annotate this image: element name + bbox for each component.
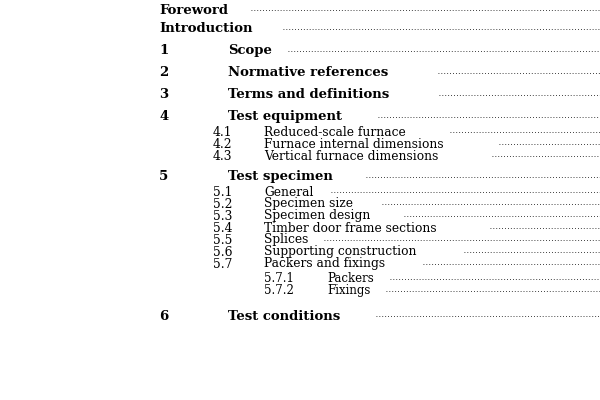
Text: 5.3: 5.3 xyxy=(213,210,232,222)
Text: Timber door frame sections: Timber door frame sections xyxy=(264,222,437,234)
Text: 4.1: 4.1 xyxy=(213,126,233,138)
Text: 6: 6 xyxy=(159,310,168,322)
Text: 5.1: 5.1 xyxy=(213,186,232,198)
Text: Splices: Splices xyxy=(264,234,308,246)
Text: 3: 3 xyxy=(159,88,168,101)
Text: Terms and definitions: Terms and definitions xyxy=(228,88,389,101)
Text: 2: 2 xyxy=(159,66,168,79)
Text: 5.4: 5.4 xyxy=(213,222,233,234)
Text: Scope: Scope xyxy=(228,44,272,57)
Text: 1: 1 xyxy=(159,44,168,57)
Text: Furnace internal dimensions: Furnace internal dimensions xyxy=(264,138,443,150)
Text: Specimen design: Specimen design xyxy=(264,210,370,222)
Text: Test conditions: Test conditions xyxy=(228,310,340,322)
Text: Packers: Packers xyxy=(327,272,374,285)
Text: 5.2: 5.2 xyxy=(213,198,233,210)
Text: Fixings: Fixings xyxy=(327,284,370,297)
Text: 5.5: 5.5 xyxy=(213,234,232,246)
Text: Packers and fixings: Packers and fixings xyxy=(264,258,385,270)
Text: 5.7.1: 5.7.1 xyxy=(264,272,294,285)
Text: Normative references: Normative references xyxy=(228,66,388,79)
Text: Introduction: Introduction xyxy=(159,22,253,35)
Text: Test specimen: Test specimen xyxy=(228,170,333,183)
Text: 4.3: 4.3 xyxy=(213,150,233,162)
Text: 5.7.2: 5.7.2 xyxy=(264,284,294,297)
Text: 4.2: 4.2 xyxy=(213,138,233,150)
Text: 5.6: 5.6 xyxy=(213,246,233,258)
Text: Supporting construction: Supporting construction xyxy=(264,246,416,258)
Text: 5.7: 5.7 xyxy=(213,258,232,270)
Text: Reduced-scale furnace: Reduced-scale furnace xyxy=(264,126,406,138)
Text: 4: 4 xyxy=(159,110,168,123)
Text: 5: 5 xyxy=(159,170,168,183)
Text: Vertical furnace dimensions: Vertical furnace dimensions xyxy=(264,150,439,162)
Text: Foreword: Foreword xyxy=(159,4,228,16)
Text: Specimen size: Specimen size xyxy=(264,198,353,210)
Text: General: General xyxy=(264,186,313,198)
Text: Test equipment: Test equipment xyxy=(228,110,342,123)
